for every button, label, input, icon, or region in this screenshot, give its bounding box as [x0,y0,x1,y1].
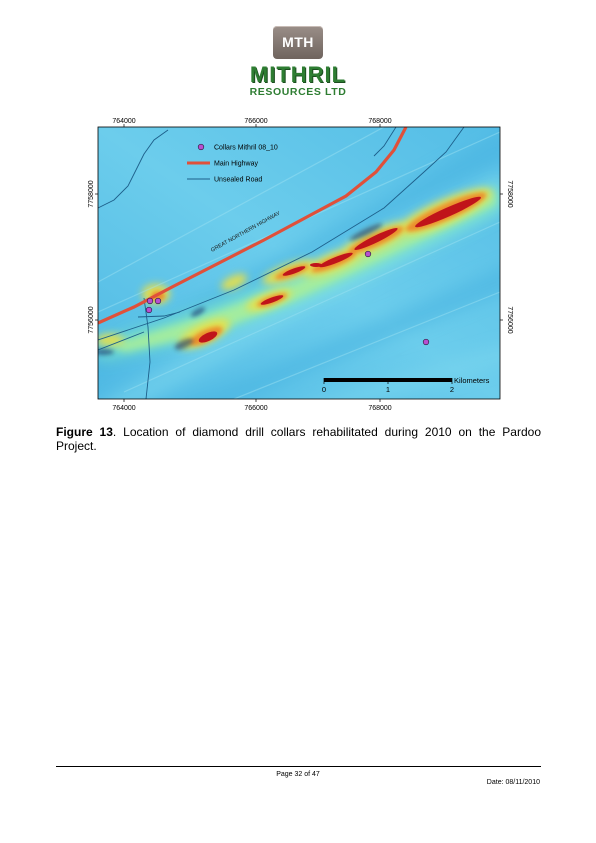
map-figure: 764000 766000 768000 764000 766000 76800… [84,112,516,422]
scale-tick-label: 1 [386,385,390,394]
x-tick-label-bottom: 766000 [244,405,267,412]
figure-caption: Figure 13. Location of diamond drill col… [56,425,541,453]
tick-marks [95,124,503,402]
drill-collars [145,250,430,346]
logo-badge: MTH [273,26,323,59]
logo-badge-text: MTH [282,34,314,50]
collar-point [154,297,162,305]
legend-road-label: Unsealed Road [214,177,262,184]
scale-unit-label: Kilometers [454,376,490,385]
figure-caption-text: . Location of diamond drill collars reha… [56,425,541,453]
x-tick-label-bottom: 768000 [368,405,391,412]
map-svg: 764000 766000 768000 764000 766000 76800… [88,118,513,412]
scale-tick-label: 0 [322,385,326,394]
document-date: Date: 08/11/2010 [486,779,540,786]
collar-point [146,297,154,305]
main-highway-line [98,127,408,325]
figure-number: Figure 13 [56,425,113,439]
y-tick-label-left: 7756000 [88,306,95,333]
scale-tick-label: 2 [450,385,454,394]
legend-collars-label: Collars Mithril 08_10 [214,145,278,152]
map-legend: Collars Mithril 08_10 Main Highway Unsea… [187,143,278,184]
company-logo: MTH MITHRIL RESOURCES LTD [0,0,596,110]
footer-divider [56,766,541,767]
map-frame [97,126,501,400]
logo-company-subtitle: RESOURCES LTD [249,86,347,98]
scale-bar: Kilometers 0 1 2 [322,376,490,394]
unsealed-roads [98,127,465,399]
y-tick-label-right: 7758000 [506,180,513,207]
collar-point [422,338,430,346]
y-tick-label-right: 7756000 [506,306,513,333]
x-tick-label-top: 768000 [368,118,391,125]
x-tick-label-top: 766000 [244,118,267,125]
legend-highway-label: Main Highway [214,161,258,168]
x-tick-label-bottom: 764000 [112,405,135,412]
map-raster: GREAT NORTHERN HIGHWAY Collars Mithril 0… [98,127,500,399]
magnetic-anomaly-cores [198,196,481,343]
y-tick-label-left: 7758000 [88,180,95,207]
x-tick-label-top: 764000 [112,118,135,125]
page-number: Page 32 of 47 [276,771,320,778]
collar-point [145,306,153,314]
collar-point [364,250,372,258]
legend-collar-symbol [197,143,205,151]
logo-company-name: MITHRIL [249,62,347,87]
